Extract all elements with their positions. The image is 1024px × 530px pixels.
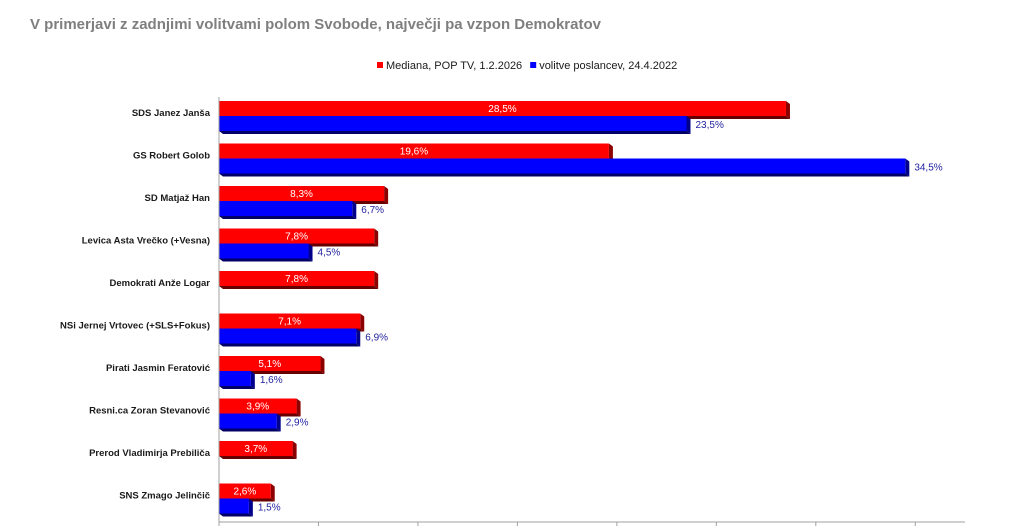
bar-1-6 <box>219 371 251 386</box>
category-label-5: NSi Jernej Vrtovec (+SLS+Fokus) <box>60 321 210 332</box>
bar-0-1 <box>219 143 609 159</box>
bar-bottom-0-8 <box>219 456 297 459</box>
bar-0-9 <box>219 483 271 499</box>
chart-title: V primerjavi z zadnjimi volitvami polom … <box>30 16 601 33</box>
category-label-9: SNS Zmago Jelinčič <box>119 491 210 502</box>
value-label-1-3: 4,5% <box>318 248 341 259</box>
bar-1-3 <box>219 243 309 259</box>
bar-0-8 <box>219 441 293 456</box>
bar-1-2 <box>219 201 353 216</box>
bar-0-5 <box>219 313 361 329</box>
bar-side-0-1 <box>608 143 613 162</box>
category-label-2: SD Matjaž Han <box>145 193 211 204</box>
bar-side-1-3 <box>308 243 313 262</box>
bar-side-1-2 <box>352 201 357 219</box>
bar-1-7 <box>219 413 277 429</box>
bar-0-3 <box>219 228 375 244</box>
value-label-0-2: 8,3% <box>290 189 313 200</box>
bar-bottom-1-2 <box>219 216 357 219</box>
bar-side-0-3 <box>374 228 379 247</box>
value-label-1-0: 23,5% <box>695 120 723 131</box>
value-label-0-6: 5,1% <box>258 359 281 370</box>
value-label-0-3: 7,8% <box>285 232 308 243</box>
bar-bottom-1-7 <box>219 428 281 432</box>
bar-0-4 <box>219 271 375 286</box>
bar-side-0-8 <box>292 441 297 459</box>
value-label-0-0: 28,5% <box>488 104 516 115</box>
bar-side-1-7 <box>276 413 281 432</box>
bar-side-0-9 <box>270 483 275 502</box>
bar-bottom-1-9 <box>219 513 253 517</box>
bar-side-1-9 <box>248 498 253 517</box>
bar-side-1-1 <box>905 158 910 177</box>
value-label-0-5: 7,1% <box>278 317 301 328</box>
bar-1-9 <box>219 498 249 514</box>
bar-side-1-0 <box>686 116 691 134</box>
value-label-1-1: 34,5% <box>914 163 942 174</box>
bar-side-1-5 <box>356 328 361 347</box>
value-label-0-1: 19,6% <box>400 147 428 158</box>
value-label-1-2: 6,7% <box>361 205 384 216</box>
bar-bottom-1-1 <box>219 173 910 177</box>
bar-side-0-7 <box>296 398 301 417</box>
bar-side-0-0 <box>785 101 790 119</box>
bar-side-1-6 <box>250 371 255 389</box>
legend-swatch-1 <box>530 62 537 68</box>
bar-side-0-2 <box>384 186 389 204</box>
value-label-0-4: 7,8% <box>285 274 308 285</box>
category-label-3: Levica Asta Vrečko (+Vesna) <box>82 236 210 247</box>
value-label-0-8: 3,7% <box>244 444 267 455</box>
category-label-7: Resni.ca Zoran Stevanović <box>89 406 210 417</box>
bar-0-2 <box>219 186 385 201</box>
bar-side-0-4 <box>374 271 379 289</box>
category-label-8: Prerod Vladimirja Prebiliča <box>89 448 211 459</box>
legend-swatch-0 <box>377 62 383 68</box>
legend-label-0: Mediana, POP TV, 1.2.2026 <box>386 60 522 72</box>
category-label-1: GS Robert Golob <box>133 151 210 162</box>
category-label-0: SDS Janez Janša <box>132 108 211 119</box>
bar-0-0 <box>219 101 786 116</box>
value-label-0-7: 3,9% <box>246 402 269 413</box>
value-label-0-9: 2,6% <box>233 487 256 498</box>
bar-0-6 <box>219 356 321 371</box>
legend-label-1: volitve poslancev, 24.4.2022 <box>539 60 677 72</box>
bar-1-1 <box>219 158 906 174</box>
bar-side-0-5 <box>360 313 365 332</box>
value-label-1-9: 1,5% <box>258 503 281 514</box>
category-label-6: Pirati Jasmin Feratović <box>106 363 210 374</box>
category-label-4: Demokrati Anže Logar <box>110 278 211 289</box>
value-label-1-6: 1,6% <box>260 375 283 386</box>
value-label-1-7: 2,9% <box>286 418 309 429</box>
bar-bottom-1-6 <box>219 386 255 389</box>
bar-side-0-6 <box>320 356 325 374</box>
bar-bottom-0-4 <box>219 286 379 289</box>
bar-1-5 <box>219 328 357 344</box>
bar-0-7 <box>219 398 297 414</box>
bar-bottom-1-0 <box>219 131 691 134</box>
bar-1-0 <box>219 116 687 131</box>
bar-bottom-1-3 <box>219 258 313 262</box>
value-label-1-5: 6,9% <box>365 333 388 344</box>
bar-bottom-1-5 <box>219 343 361 347</box>
